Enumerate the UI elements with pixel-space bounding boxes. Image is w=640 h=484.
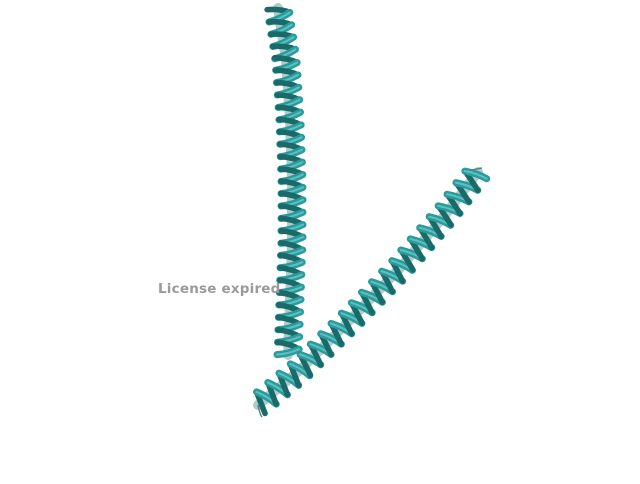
helix-diagonal [253,167,491,417]
helix-diagonal-turn-highlight [463,170,488,180]
helix-diagonal-tail-c [471,167,483,171]
helix-diagonal-tail-n [257,404,263,418]
helix-vertical-turn-highlight [275,348,301,356]
helix-vertical [264,3,307,360]
